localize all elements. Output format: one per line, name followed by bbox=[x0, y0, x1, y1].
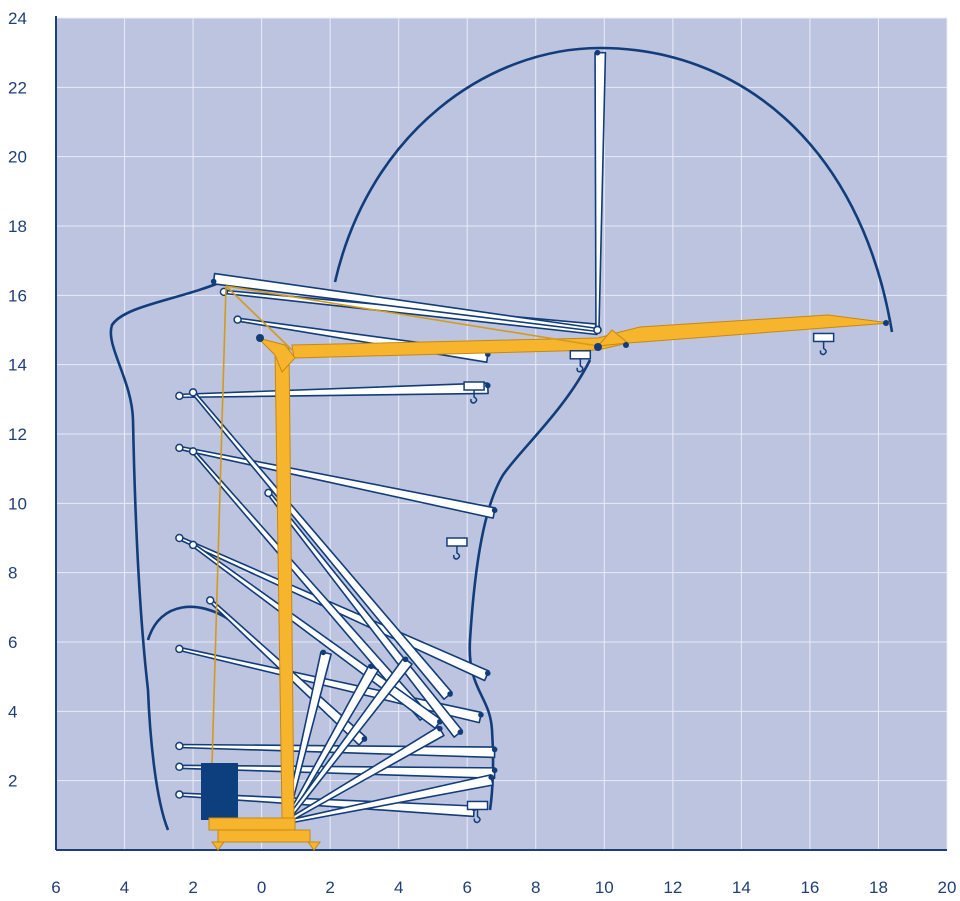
x-tick-label: 2 bbox=[325, 878, 334, 897]
boom-pivot-pin bbox=[188, 388, 198, 397]
jib-joint bbox=[596, 329, 630, 347]
envelope-top-arc bbox=[333, 46, 894, 333]
boom-tip-pin bbox=[437, 725, 443, 732]
hook-block bbox=[446, 537, 468, 547]
y-tick-label: 24 bbox=[8, 9, 27, 28]
boom-pivot-pin bbox=[205, 596, 215, 605]
outrigger-right bbox=[307, 841, 321, 851]
boom-tip-pin bbox=[491, 746, 498, 753]
x-axis-tick-labels: 6 4 2 0 2 4 6 8 10 12 14 16 18 20 bbox=[51, 878, 956, 897]
envelope-left-small-arc bbox=[146, 605, 231, 641]
hook-block bbox=[466, 800, 489, 811]
crane-base bbox=[201, 763, 321, 851]
x-tick-label: 0 bbox=[257, 878, 266, 897]
boom-pivot-pin bbox=[175, 443, 184, 453]
hook-positions bbox=[446, 332, 835, 824]
boom-tip-pin bbox=[368, 663, 375, 670]
jib-pivot-pin bbox=[594, 343, 602, 351]
boom-tip-pin bbox=[491, 507, 498, 514]
mast-head bbox=[256, 337, 296, 373]
hook-icon bbox=[576, 358, 584, 373]
jib-tip-pin bbox=[883, 320, 889, 326]
undercarriage bbox=[217, 829, 311, 843]
y-tick-label: 12 bbox=[8, 425, 27, 444]
x-tick-label: 2 bbox=[188, 878, 197, 897]
boom-pivot-pin bbox=[175, 741, 184, 751]
hook-icon bbox=[473, 809, 481, 824]
y-tick-label: 14 bbox=[8, 356, 27, 375]
boom-pivot-pin bbox=[188, 447, 198, 456]
boom-tip-pin bbox=[361, 736, 368, 742]
pendant-line-mast bbox=[225, 285, 293, 351]
x-tick-label: 4 bbox=[394, 878, 403, 897]
turntable bbox=[208, 817, 296, 831]
x-tick-label: 20 bbox=[938, 878, 957, 897]
boom-pivot-pin bbox=[175, 644, 184, 654]
jib-joint-pin bbox=[623, 342, 629, 348]
boom-pivot-pin bbox=[593, 325, 602, 335]
hook-icon bbox=[470, 390, 478, 404]
counterweight bbox=[201, 763, 238, 820]
boom-pivot-pin bbox=[175, 762, 184, 772]
y-tick-label: 4 bbox=[8, 702, 17, 721]
y-tick-label: 20 bbox=[8, 148, 27, 167]
pendant-line-front bbox=[225, 285, 599, 347]
boom-pivot-pin bbox=[264, 488, 273, 498]
x-tick-label: 14 bbox=[732, 878, 751, 897]
y-tick-label: 18 bbox=[8, 217, 27, 236]
boom-pivot-pin bbox=[175, 533, 184, 543]
hook-icon bbox=[453, 546, 461, 560]
outrigger-left bbox=[211, 841, 225, 851]
x-tick-label: 16 bbox=[800, 878, 819, 897]
hook-block bbox=[463, 381, 485, 391]
working-range-envelope bbox=[109, 46, 894, 831]
y-tick-label: 2 bbox=[8, 772, 17, 791]
boom-tip-pin bbox=[320, 649, 327, 656]
x-tick-label: 8 bbox=[531, 878, 540, 897]
hook-block bbox=[812, 332, 835, 343]
boom-pivot-pin bbox=[233, 315, 242, 324]
boom-pivot-pin bbox=[188, 540, 198, 550]
envelope-left-curve bbox=[109, 278, 227, 831]
x-tick-label: 4 bbox=[120, 878, 129, 897]
x-tick-label: 6 bbox=[462, 878, 471, 897]
pendant-line-back bbox=[211, 285, 227, 766]
grid bbox=[56, 17, 948, 850]
boom-tip-pin bbox=[457, 729, 464, 735]
y-tick-label: 16 bbox=[8, 286, 27, 305]
crane-mast-and-jib bbox=[211, 285, 891, 819]
hook-icon bbox=[819, 341, 827, 356]
y-tick-label: 6 bbox=[8, 633, 17, 652]
y-tick-label: 22 bbox=[8, 78, 27, 97]
hook-block bbox=[569, 350, 592, 360]
x-tick-label: 10 bbox=[595, 878, 614, 897]
boom-tip-pin bbox=[447, 691, 453, 697]
boom-tip-pin bbox=[210, 278, 217, 285]
boom-tip-pin bbox=[484, 670, 491, 676]
boom-tip-pin bbox=[478, 712, 484, 718]
boom-tip-pin bbox=[491, 767, 498, 774]
axes bbox=[55, 16, 947, 851]
boom-positions bbox=[175, 49, 607, 827]
boom-tip-pin bbox=[484, 382, 491, 389]
boom-tip-pin bbox=[488, 774, 495, 780]
boom-tip-pin bbox=[594, 49, 601, 56]
x-tick-label: 18 bbox=[869, 878, 888, 897]
x-tick-label: 12 bbox=[663, 878, 682, 897]
y-tick-label: 10 bbox=[8, 494, 27, 513]
y-tick-label: 8 bbox=[8, 564, 17, 583]
x-tick-label: 6 bbox=[51, 878, 60, 897]
mast-head-pin bbox=[256, 334, 264, 342]
envelope-right-curve bbox=[468, 359, 592, 811]
boom-tip-pin bbox=[402, 656, 409, 663]
boom-pivot-pin bbox=[175, 391, 184, 401]
boom-pivot-pin bbox=[175, 790, 184, 799]
